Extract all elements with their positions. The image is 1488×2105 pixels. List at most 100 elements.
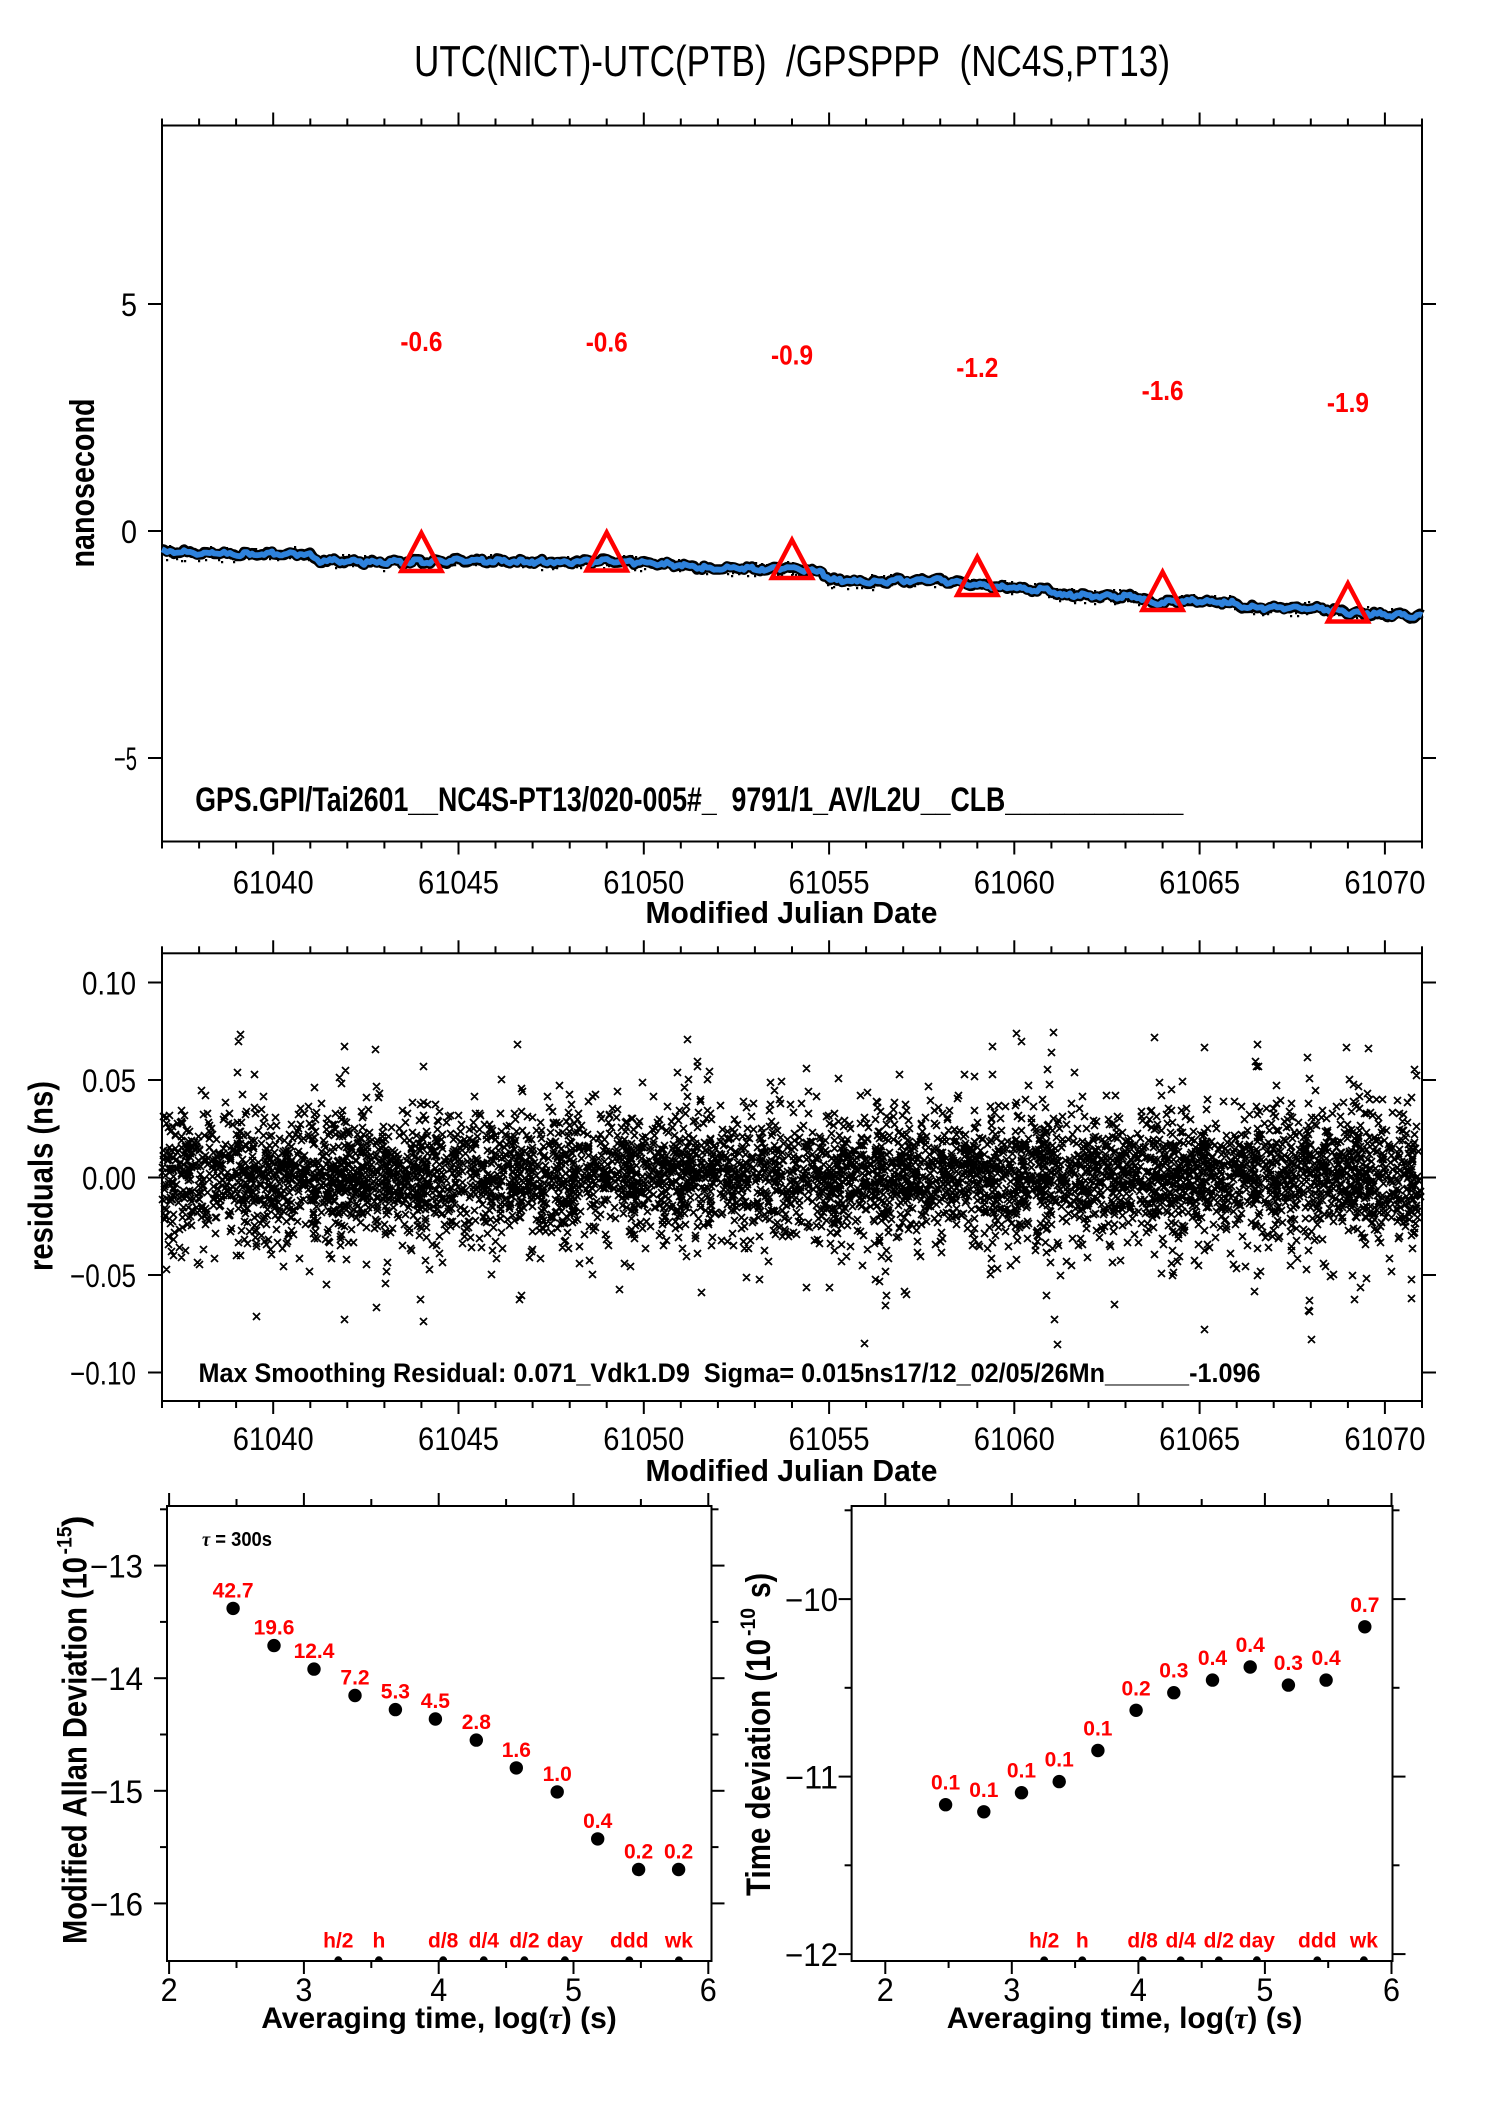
svg-text:d/8: d/8 <box>1127 1930 1158 1953</box>
svg-text:12.4: 12.4 <box>294 1640 335 1663</box>
svg-text:7.2: 7.2 <box>340 1667 369 1690</box>
svg-text:0.1: 0.1 <box>1007 1760 1037 1783</box>
svg-text:0.10: 0.10 <box>82 966 136 1002</box>
svg-text:0.4: 0.4 <box>1236 1634 1266 1657</box>
svg-text:-0.6: -0.6 <box>400 326 442 357</box>
svg-text:19.6: 19.6 <box>254 1617 295 1640</box>
svg-text:-1.6: -1.6 <box>1142 375 1184 406</box>
svg-text:0.2: 0.2 <box>624 1841 653 1864</box>
svg-text:−5: −5 <box>114 741 137 777</box>
svg-text:-0.6: -0.6 <box>586 327 628 358</box>
svg-text:5: 5 <box>1256 1972 1273 2008</box>
svg-text:61050: 61050 <box>603 865 684 901</box>
svg-text:61070: 61070 <box>1344 1421 1425 1457</box>
svg-text:5: 5 <box>121 287 137 323</box>
svg-text:4.5: 4.5 <box>421 1690 451 1713</box>
svg-text:day: day <box>547 1930 584 1953</box>
svg-text:d/2: d/2 <box>1204 1930 1234 1953</box>
svg-text:0.1: 0.1 <box>1045 1749 1075 1772</box>
svg-text:0.3: 0.3 <box>1274 1652 1303 1675</box>
svg-text:4: 4 <box>1130 1972 1147 2008</box>
svg-text:2: 2 <box>877 1972 894 2008</box>
svg-text:0.4: 0.4 <box>1198 1647 1228 1670</box>
svg-text:Modified Julian Date: Modified Julian Date <box>646 895 938 930</box>
svg-text:2.8: 2.8 <box>462 1711 492 1734</box>
svg-text:42.7: 42.7 <box>213 1579 254 1602</box>
svg-text:3: 3 <box>1003 1972 1020 2008</box>
svg-text:61040: 61040 <box>233 1421 314 1457</box>
svg-text:0.3: 0.3 <box>1159 1660 1188 1683</box>
svg-text:-15: -15 <box>53 1526 76 1554</box>
svg-text:−12: −12 <box>785 1937 838 1973</box>
svg-text:Modified Julian Date: Modified Julian Date <box>646 1453 938 1488</box>
svg-text:d/2: d/2 <box>509 1930 539 1953</box>
svg-text:4: 4 <box>430 1972 447 2008</box>
svg-text:h: h <box>1076 1930 1089 1953</box>
svg-text:6: 6 <box>1383 1972 1400 2008</box>
svg-text:h/2: h/2 <box>323 1930 353 1953</box>
svg-text:1.0: 1.0 <box>543 1763 572 1786</box>
svg-text:-0.9: -0.9 <box>771 340 813 371</box>
svg-text:nanosecond: nanosecond <box>64 399 102 568</box>
svg-text:−0.05: −0.05 <box>70 1258 136 1294</box>
svg-text:5: 5 <box>565 1972 582 2008</box>
svg-text:61055: 61055 <box>789 865 870 901</box>
svg-text:0.4: 0.4 <box>1311 1647 1341 1670</box>
svg-text:h/2: h/2 <box>1029 1930 1059 1953</box>
svg-text:−11: −11 <box>785 1760 838 1796</box>
svg-text:−13: −13 <box>90 1549 143 1585</box>
svg-text:0.00: 0.00 <box>82 1161 136 1197</box>
svg-text:d/4: d/4 <box>469 1930 500 1953</box>
svg-text:−10: −10 <box>785 1582 838 1618</box>
svg-text:Averaging time, log(τ) (s): Averaging time, log(τ) (s) <box>947 2002 1303 2035</box>
svg-text:wk: wk <box>1349 1930 1378 1953</box>
svg-text:0.1: 0.1 <box>1083 1718 1113 1741</box>
svg-text:-10: -10 <box>737 1608 760 1636</box>
svg-text:3: 3 <box>295 1972 312 2008</box>
svg-text:61060: 61060 <box>974 865 1055 901</box>
svg-text:ddd: ddd <box>610 1930 648 1953</box>
svg-text:day: day <box>1239 1930 1276 1953</box>
svg-text:UTC(NICT)-UTC(PTB) /GPSPPP (: UTC(NICT)-UTC(PTB) /GPSPPP (NC4S,PT13) <box>414 37 1170 86</box>
svg-text:residuals (ns): residuals (ns) <box>23 1081 61 1271</box>
svg-text:GPS.GPI/Tai2601__NC4S-PT13/020: GPS.GPI/Tai2601__NC4S-PT13/020-005#_ 979… <box>195 781 1184 819</box>
svg-text:0.2: 0.2 <box>664 1841 693 1864</box>
svg-text:0.2: 0.2 <box>1121 1677 1150 1700</box>
svg-text:61065: 61065 <box>1159 1421 1240 1457</box>
svg-text:Max Smoothing Residual: 0.071_: Max Smoothing Residual: 0.071_Vdk1.D9 Si… <box>199 1358 1261 1388</box>
svg-text:−16: −16 <box>90 1886 143 1922</box>
svg-text:61065: 61065 <box>1159 865 1240 901</box>
svg-text:τ = 300s: τ = 300s <box>202 1529 272 1551</box>
svg-text:−15: −15 <box>90 1774 143 1810</box>
svg-text:61060: 61060 <box>974 1421 1055 1457</box>
svg-text:): ) <box>56 1516 94 1527</box>
svg-text:61050: 61050 <box>603 1421 684 1457</box>
svg-text:wk: wk <box>664 1930 693 1953</box>
svg-text:61055: 61055 <box>789 1421 870 1457</box>
svg-text:0.1: 0.1 <box>931 1772 961 1795</box>
svg-text:61045: 61045 <box>418 865 499 901</box>
svg-text:Time deviation (10: Time deviation (10 <box>740 1639 778 1896</box>
svg-text:Averaging time, log(τ) (s): Averaging time, log(τ) (s) <box>261 2002 617 2035</box>
svg-text:0.05: 0.05 <box>82 1063 136 1099</box>
svg-text:h: h <box>372 1930 385 1953</box>
svg-text:Modified Allan Deviation (10: Modified Allan Deviation (10 <box>56 1557 94 1944</box>
svg-text:d/8: d/8 <box>428 1930 459 1953</box>
svg-text:d/4: d/4 <box>1166 1930 1197 1953</box>
svg-text:0.7: 0.7 <box>1350 1594 1379 1617</box>
svg-text:1.6: 1.6 <box>502 1739 531 1762</box>
svg-text:61040: 61040 <box>233 865 314 901</box>
svg-text:61045: 61045 <box>418 1421 499 1457</box>
svg-text:2: 2 <box>161 1972 178 2008</box>
svg-text:0: 0 <box>121 514 137 550</box>
svg-text:0.1: 0.1 <box>969 1779 999 1802</box>
svg-text:−14: −14 <box>90 1661 143 1697</box>
svg-text:s): s) <box>740 1573 778 1598</box>
svg-text:-1.9: -1.9 <box>1327 387 1369 418</box>
svg-text:ddd: ddd <box>1298 1930 1336 1953</box>
svg-text:5.3: 5.3 <box>381 1681 410 1704</box>
svg-text:-1.2: -1.2 <box>956 352 998 383</box>
svg-text:0.4: 0.4 <box>583 1810 613 1833</box>
svg-text:−0.10: −0.10 <box>70 1356 136 1392</box>
svg-text:61070: 61070 <box>1344 865 1425 901</box>
